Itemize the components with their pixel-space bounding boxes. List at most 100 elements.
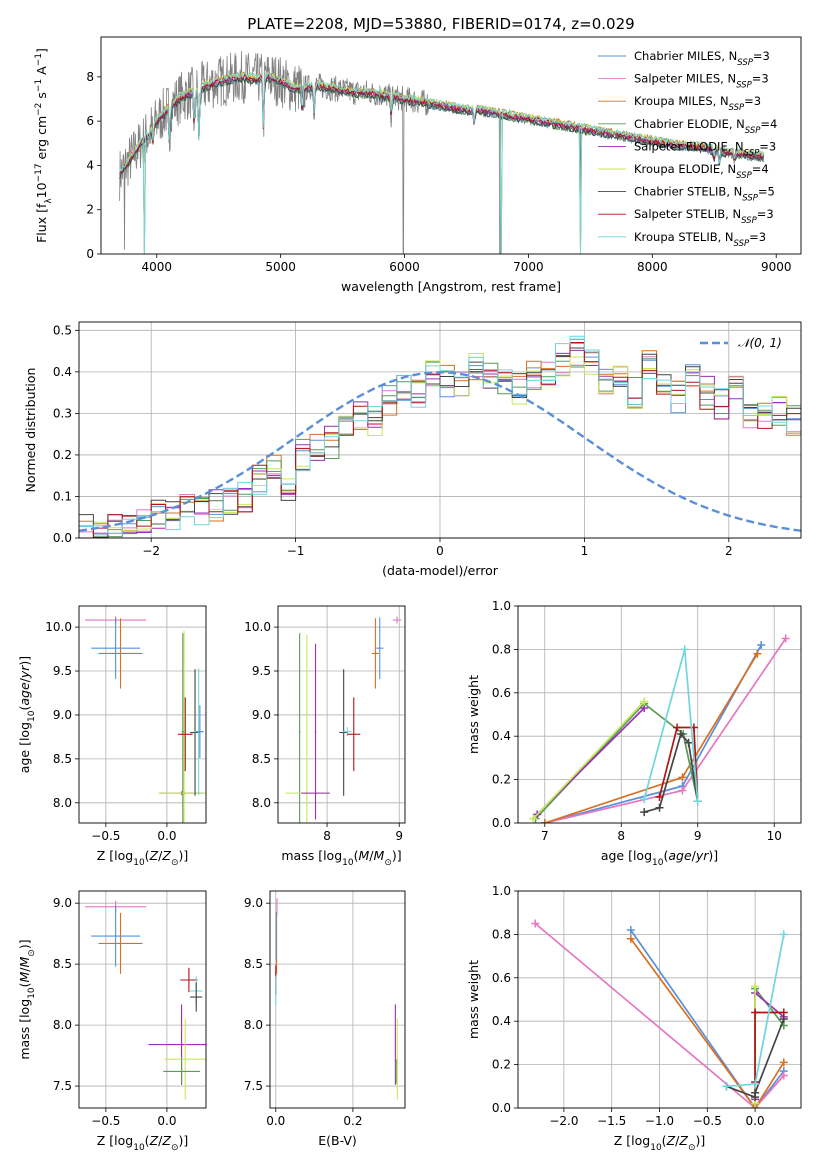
weight-marker <box>626 934 635 943</box>
weight-marker <box>640 808 649 817</box>
chart-residuals: −2 −1 0 1 2 0.0 0.1 0.2 0.3 0.4 0.5 (data-model)/er… <box>23 321 802 578</box>
errorbars <box>285 616 402 823</box>
legend-entry: Chabrier MILES, NSSP=3 <box>634 49 770 68</box>
errorbar-point <box>298 633 301 823</box>
y-tick-label: 0.4 <box>53 365 72 379</box>
x-tick-label: −0.5 <box>693 1114 722 1128</box>
errorbar-point <box>98 618 143 689</box>
histogram-step <box>79 353 801 538</box>
y-tick-label: 0.2 <box>492 773 511 787</box>
y-tick-label: 0.4 <box>492 1014 511 1028</box>
panels: 4000 5000 6000 7000 8000 9000 0 2 4 6 8 wavelength … <box>17 36 802 1153</box>
x-tick-label: −2.0 <box>549 1114 578 1128</box>
weight-marker <box>640 697 649 706</box>
y-tick-label: 0.5 <box>53 323 72 337</box>
x-tick-label: −1 <box>287 544 305 558</box>
histogram-step <box>79 350 801 538</box>
weight-marker <box>655 803 664 812</box>
axes-frame <box>100 36 802 255</box>
x-axis-label: E(B-V) <box>318 1133 357 1148</box>
chart-weight-vs-age: 7 8 9 10 0.0 0.2 0.4 0.6 0.8 1.0 age [log10(age/yr… <box>466 599 802 868</box>
errorbars <box>85 900 206 1100</box>
weight-line <box>534 922 785 1108</box>
x-tick-label: 2 <box>725 544 733 558</box>
y-tick-label: 0.8 <box>492 642 511 656</box>
errorbar-point <box>196 705 204 758</box>
errorbar-point <box>91 905 141 967</box>
x-tick-label: 9 <box>694 829 702 843</box>
y-tick-label: 0 <box>86 247 94 261</box>
weight-marker <box>680 645 689 654</box>
weight-line <box>630 929 785 1108</box>
weight-marker <box>676 730 685 739</box>
y-tick-label: 6 <box>86 114 94 128</box>
weight-marker <box>531 919 540 928</box>
axes-frame <box>78 605 207 824</box>
weight-marker <box>540 819 549 823</box>
y-tick-label: 10.0 <box>45 620 72 634</box>
weight-marker <box>626 926 635 935</box>
legend-entry: Kroupa STELIB, NSSP=3 <box>634 230 766 249</box>
x-axis-label: (data-model)/error <box>382 563 499 578</box>
y-tick-label: 8.0 <box>53 1018 72 1032</box>
x-tick-label: 0.2 <box>343 1114 362 1128</box>
axes-frame <box>517 605 802 824</box>
chart-spectrum: 4000 5000 6000 7000 8000 9000 0 2 4 6 8 wavelength … <box>34 36 802 294</box>
y-tick-label: 8.0 <box>244 1018 263 1032</box>
errorbar-point <box>164 1019 206 1100</box>
axes-frame <box>269 890 406 1109</box>
errorbar-point <box>180 967 198 993</box>
errorbar-point <box>306 634 308 823</box>
weight-marker <box>751 1080 760 1089</box>
x-tick-label: 7 <box>541 829 549 843</box>
x-tick-label: 10 <box>767 829 782 843</box>
legend-entry: Kroupa ELODIE, NSSP=4 <box>634 162 769 181</box>
y-tick-label: 8.5 <box>252 752 271 766</box>
histogram-step <box>79 351 801 538</box>
errorbar-point <box>190 982 203 1012</box>
errorbar-point <box>392 616 402 624</box>
y-tick-label: 4 <box>86 158 94 172</box>
errorbar-point <box>301 791 330 795</box>
y-tick-label: 8.5 <box>53 752 72 766</box>
weight-marker <box>722 1082 731 1091</box>
weight-marker <box>655 792 664 801</box>
weight-marker <box>684 738 693 747</box>
x-tick-label: 8000 <box>637 260 668 274</box>
spectrum-lines <box>119 50 765 254</box>
x-tick-label: 0.0 <box>157 829 176 843</box>
chart-weight-vs-z: −2.0 −1.5 −1.0 −0.5 0.0 0.0 0.2 0.4 0.6 0.8 1.0 Z [… <box>466 884 802 1153</box>
legend-entry: Salpeter MILES, NSSP=3 <box>634 72 769 91</box>
weight-marker <box>640 795 649 804</box>
y-tick-label: 8.5 <box>244 957 263 971</box>
axes-frame <box>78 890 207 1109</box>
axes-frame <box>517 890 802 1109</box>
y-tick-label: 9.0 <box>53 708 72 722</box>
legend-entry: Kroupa MILES, NSSP=3 <box>634 94 761 113</box>
weight-marker <box>757 641 766 650</box>
y-tick-label: 9.0 <box>53 896 72 910</box>
y-axis-label: Normed distribution <box>23 368 38 493</box>
x-tick-label: 9000 <box>761 260 792 274</box>
chart-age-vs-z: −0.5 0.0 8.0 8.5 9.0 9.5 10.0 Z [log10(Z/Z⊙)] ag… <box>17 605 207 868</box>
y-tick-label: 0.0 <box>492 816 511 830</box>
x-axis-label: Z [log10(Z/Z⊙)] <box>614 1133 706 1153</box>
y-tick-label: 8.0 <box>53 796 72 810</box>
errorbar-point <box>177 697 193 772</box>
x-tick-label: 4000 <box>141 260 172 274</box>
y-axis-label: age [log10(age/yr)] <box>17 656 37 773</box>
axes-frame <box>277 605 406 824</box>
weight-marker <box>751 982 760 991</box>
y-tick-label: 8 <box>86 70 94 84</box>
x-tick-label: −1.0 <box>645 1114 674 1128</box>
x-tick-label: 9 <box>395 829 403 843</box>
x-tick-label: 6000 <box>389 260 420 274</box>
weight-marker <box>751 1088 760 1097</box>
y-tick-label: 9.0 <box>252 708 271 722</box>
weight-line <box>532 700 645 820</box>
x-tick-label: −0.5 <box>91 1114 120 1128</box>
x-tick-label: 1 <box>581 544 589 558</box>
x-axis-label: Z [log10(Z/Z⊙)] <box>97 1133 189 1153</box>
x-tick-label: 0 <box>436 544 444 558</box>
normal-curve <box>79 371 801 532</box>
